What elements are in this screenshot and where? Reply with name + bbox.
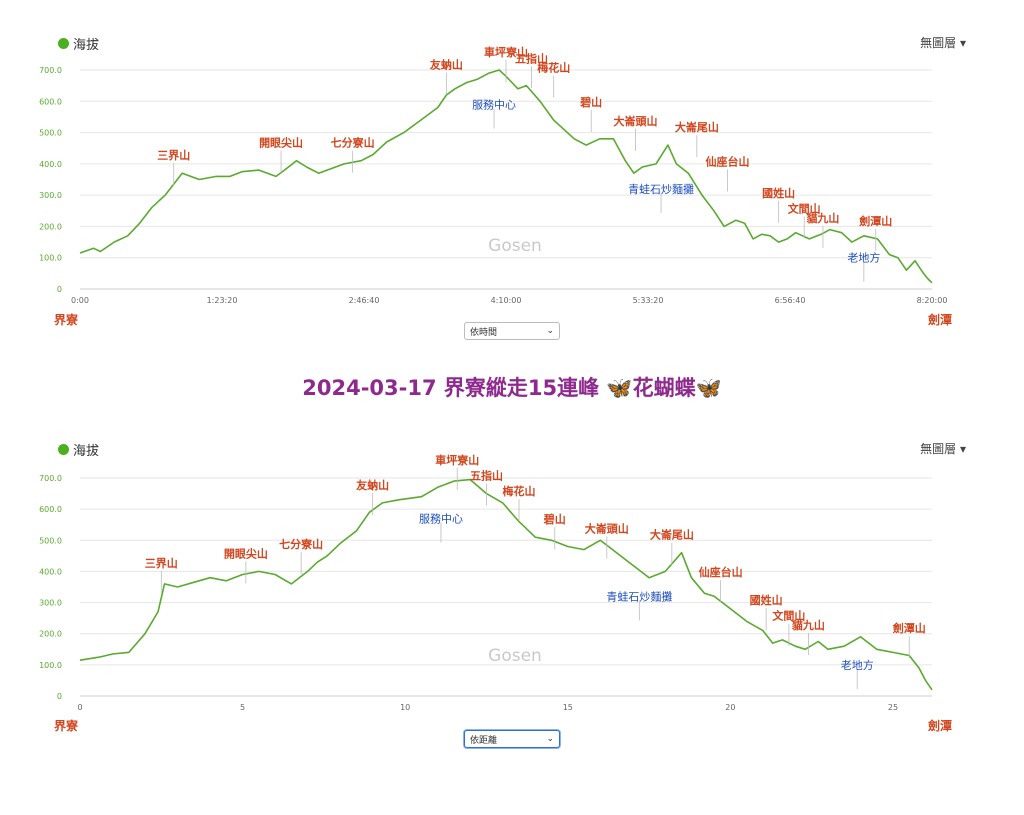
y-tick-label: 700.0: [39, 474, 62, 483]
peak-label: 七分寮山: [279, 537, 323, 551]
x-tick-label: 5:33:20: [633, 296, 664, 305]
end-label: 劍潭: [928, 313, 953, 327]
poi-label: 服務中心: [419, 511, 463, 525]
x-tick-label: 25: [888, 703, 898, 712]
y-tick-label: 200.0: [39, 630, 62, 639]
y-tick-label: 400.0: [39, 567, 62, 576]
x-tick-label: 5: [240, 703, 245, 712]
peak-label: 梅花山: [537, 61, 570, 75]
x-tick-label: 2:46:40: [349, 296, 380, 305]
layer-menu-button[interactable]: 無圖層 ▾: [920, 36, 966, 50]
legend-dot-icon: [58, 444, 69, 455]
y-tick-label: 0: [57, 285, 62, 294]
y-tick-label: 200.0: [39, 222, 62, 231]
poi-label: 青蛙石炒麵攤: [606, 589, 672, 603]
peak-label: 三界山: [145, 556, 178, 570]
y-tick-label: 100.0: [39, 661, 62, 670]
elevation-time-chart[interactable]: Gosen 0 100.0 200.0 300.0 400.0 500.0 600.0 700…: [0, 0, 1024, 345]
butterfly-icon: 🦋: [606, 376, 633, 400]
x-tick-label: 0: [77, 703, 82, 712]
x-tick-label: 15: [563, 703, 573, 712]
y-tick-label: 0: [57, 692, 62, 701]
x-tick-label: 8:20:00: [917, 296, 948, 305]
peak-label: 文間山: [788, 201, 821, 215]
y-tick-label: 500.0: [39, 129, 62, 138]
peak-label: 國姓山: [762, 186, 795, 200]
watermark: Gosen: [488, 236, 542, 256]
x-tick-label: 0:00: [71, 296, 89, 305]
poi-label: 老地方: [841, 658, 874, 672]
peak-label: 車坪寮山: [435, 453, 479, 467]
title-mid: 花蝴蝶: [632, 376, 696, 400]
x-tick-label: 10: [400, 703, 410, 712]
peak-label: 五指山: [470, 469, 503, 483]
watermark: Gosen: [488, 646, 542, 666]
x-tick-label: 1:23:20: [207, 296, 238, 305]
elevation-distance-chart[interactable]: Gosen 0 100.0 200.0 300.0 400.0 500.0 600.0 700…: [0, 408, 1024, 748]
peak-label: 劍潭山: [858, 214, 892, 228]
elevation-distance-panel: 海拔 無圖層 ▾ Gosen 0 100.0 200.0 300.0 400.0 500.…: [0, 408, 1024, 815]
legend[interactable]: 海拔: [58, 34, 99, 53]
legend-label: 海拔: [73, 444, 100, 459]
peak-label: 友蚋山: [356, 478, 389, 492]
peak-label: 劍潭山: [892, 621, 926, 635]
peak-label: 文間山: [772, 609, 805, 623]
chevron-down-icon: ⌄: [546, 734, 554, 744]
peak-label: 大崙尾山: [675, 120, 719, 134]
page-title: 2024-03-17 界寮縱走15連峰 🦋花蝴蝶🦋: [0, 372, 1024, 402]
y-tick-label: 600.0: [39, 97, 62, 106]
peak-label: 五指山: [515, 51, 548, 65]
peak-label: 大崙尾山: [650, 528, 694, 542]
y-tick-label: 300.0: [39, 599, 62, 608]
x-axis-mode-value: 依時間: [470, 327, 498, 338]
x-axis-mode-select[interactable]: 依距離 ⌄: [464, 730, 560, 748]
legend[interactable]: 海拔: [58, 440, 99, 459]
x-axis-mode-value: 依距離: [470, 735, 498, 746]
peak-label: 仙座台山: [699, 565, 743, 579]
peak-label: 碧山: [543, 512, 566, 526]
elevation-time-panel: 海拔 無圖層 ▾ Gosen 0 100.0 200.0 300.0 400.0 500.…: [0, 0, 1024, 345]
peak-label: 仙座台山: [706, 155, 750, 169]
start-label: 界寮: [54, 719, 79, 733]
y-tick-label: 100.0: [39, 254, 62, 263]
peak-label: 大崙頭山: [614, 114, 658, 128]
title-prefix: 2024-03-17 界寮縱走15連峰: [302, 376, 607, 400]
peak-label: 貓九山: [792, 618, 825, 632]
x-tick-label: 20: [725, 703, 735, 712]
y-tick-label: 400.0: [39, 160, 62, 169]
peak-label: 友蚋山: [430, 58, 463, 72]
peak-label: 開眼尖山: [259, 136, 303, 150]
poi-label: 服務中心: [472, 97, 516, 111]
layer-menu-button[interactable]: 無圖層 ▾: [920, 442, 966, 456]
x-tick-label: 4:10:00: [491, 296, 522, 305]
peak-label: 七分寮山: [331, 136, 375, 150]
peak-label: 車坪寮山: [484, 45, 528, 59]
legend-dot-icon: [58, 38, 69, 49]
peak-label: 貓九山: [806, 211, 839, 225]
peak-label: 三界山: [157, 148, 190, 162]
chevron-down-icon: ⌄: [546, 326, 554, 336]
legend-label: 海拔: [73, 38, 100, 53]
x-tick-label: 6:56:40: [775, 296, 806, 305]
elevation-line: [79, 69, 933, 284]
peak-label: 國姓山: [750, 593, 783, 607]
butterfly-icon: 🦋: [695, 376, 722, 400]
peak-label: 梅花山: [503, 484, 536, 498]
x-axis-mode-select[interactable]: 依時間 ⌄: [464, 322, 560, 340]
y-tick-label: 500.0: [39, 536, 62, 545]
elevation-line: [79, 478, 933, 691]
start-label: 界寮: [54, 313, 79, 327]
poi-label: 青蛙石炒麵攤: [628, 182, 694, 196]
y-tick-label: 300.0: [39, 191, 62, 200]
peak-label: 開眼尖山: [224, 546, 268, 560]
y-tick-label: 600.0: [39, 505, 62, 514]
y-tick-label: 700.0: [39, 66, 62, 75]
peak-label: 碧山: [579, 95, 602, 109]
end-label: 劍潭: [928, 719, 953, 733]
peak-label: 大崙頭山: [585, 522, 629, 536]
poi-label: 老地方: [847, 251, 880, 265]
